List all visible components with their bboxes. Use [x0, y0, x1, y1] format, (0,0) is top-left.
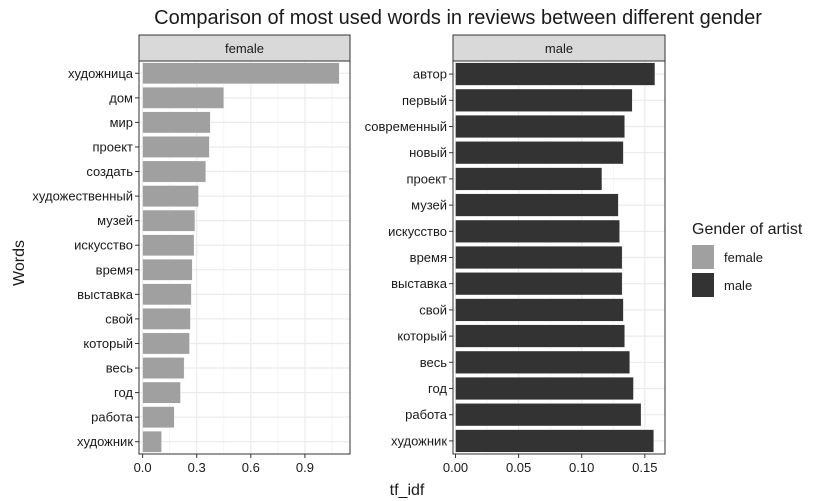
- category-label: художница: [68, 66, 134, 81]
- x-tick-label: 0.0: [134, 460, 152, 475]
- category-label: мир: [110, 115, 133, 130]
- facet-female: female художница дом мир проект создать художе…: [32, 34, 351, 475]
- bar-male-13: [455, 403, 642, 427]
- bar-female-10: [142, 308, 191, 330]
- category-label: свой: [105, 311, 133, 326]
- category-label: работа: [91, 410, 134, 425]
- y-axis-title: Words: [11, 240, 28, 286]
- bar-female-12: [142, 357, 185, 379]
- category-label: музей: [411, 198, 447, 213]
- category-label: весь: [420, 355, 447, 370]
- category-label: который: [83, 336, 133, 351]
- category-label: год: [114, 385, 133, 400]
- bar-male-6: [455, 219, 620, 243]
- bar-male-0: [455, 62, 656, 86]
- facet-strip: [452, 34, 666, 62]
- category-label: автор: [413, 67, 447, 82]
- x-tick-label: 0.9: [296, 460, 314, 475]
- x-tick-label: 0.10: [569, 460, 594, 475]
- category-label: проект: [406, 171, 447, 186]
- bar-female-14: [142, 406, 175, 428]
- category-label: проект: [92, 139, 133, 154]
- x-tick-label: 0.3: [188, 460, 206, 475]
- bar-male-10: [455, 324, 625, 348]
- bar-male-8: [455, 272, 623, 296]
- category-label: выставка: [391, 276, 448, 291]
- bar-male-1: [455, 88, 633, 112]
- category-label: современный: [365, 119, 447, 134]
- category-label: который: [397, 329, 447, 344]
- bar-female-0: [142, 62, 340, 84]
- x-axis-title: tf_idf: [390, 482, 425, 499]
- x-tick-label: 0.6: [242, 460, 260, 475]
- category-label: первый: [402, 93, 447, 108]
- bar-male-14: [455, 429, 654, 453]
- bar-female-2: [142, 111, 211, 134]
- bar-female-9: [142, 283, 192, 306]
- category-label: весь: [106, 361, 133, 376]
- facet-strip: [138, 34, 351, 62]
- bar-female-4: [142, 160, 206, 183]
- category-label: художественный: [32, 189, 133, 204]
- category-label: создать: [86, 164, 133, 179]
- category-label: время: [410, 250, 447, 265]
- category-label: выставка: [77, 287, 134, 302]
- facet-male: male автор первый современный новый проект муз…: [365, 34, 666, 475]
- legend-label-female: female: [724, 250, 763, 265]
- category-label: дом: [109, 90, 133, 105]
- legend-swatch-male: [692, 273, 714, 297]
- bar-male-9: [455, 298, 624, 322]
- panel-border: [452, 60, 666, 455]
- facet-strip-label: female: [225, 41, 264, 56]
- legend-entries: female male: [692, 245, 763, 297]
- bar-female-8: [142, 259, 193, 281]
- panel-border: [138, 60, 351, 455]
- bar-female-15: [142, 431, 162, 453]
- x-tick-label: 0.05: [506, 460, 531, 475]
- category-label: художник: [391, 433, 447, 448]
- bar-female-7: [142, 234, 195, 256]
- category-label: искусство: [74, 238, 133, 253]
- x-tick-label: 0.00: [443, 460, 468, 475]
- facet-strip-label: male: [545, 41, 573, 56]
- bar-female-5: [142, 185, 199, 207]
- bar-male-12: [455, 377, 634, 400]
- bar-male-7: [455, 246, 623, 269]
- bar-female-13: [142, 381, 181, 404]
- x-tick-label: 0.15: [632, 460, 657, 475]
- bar-female-1: [142, 87, 224, 109]
- bar-female-3: [142, 136, 210, 158]
- category-label: искусство: [388, 224, 447, 239]
- category-label: новый: [409, 145, 447, 160]
- category-label: музей: [97, 213, 133, 228]
- bar-female-6: [142, 209, 196, 232]
- category-label: год: [428, 381, 447, 396]
- bar-male-2: [455, 115, 625, 138]
- bar-female-11: [142, 332, 190, 355]
- category-label: художник: [77, 434, 133, 449]
- bar-male-5: [455, 193, 619, 217]
- legend-label-male: male: [724, 278, 752, 293]
- legend-title: Gender of artist: [692, 221, 803, 238]
- chart-title: Comparison of most used words in reviews…: [154, 7, 762, 29]
- legend-swatch-female: [692, 245, 714, 269]
- legend: Gender of artist female male: [692, 221, 803, 297]
- category-label: свой: [419, 302, 447, 317]
- bar-male-3: [455, 141, 624, 165]
- category-label: время: [96, 262, 133, 277]
- bar-male-11: [455, 350, 630, 374]
- category-label: работа: [405, 407, 448, 422]
- bar-male-4: [455, 167, 603, 191]
